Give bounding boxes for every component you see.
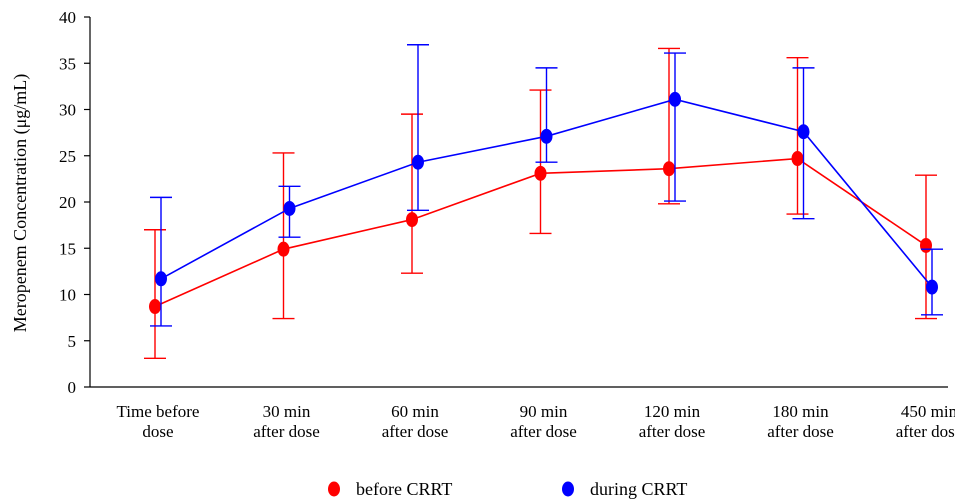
x-tick-label-line: 120 min — [644, 402, 701, 421]
series-2 — [150, 44, 943, 327]
x-tick-label-line: 450 min — [901, 402, 955, 421]
x-tick-label-line: 60 min — [391, 402, 439, 421]
data-point — [797, 124, 810, 140]
data-point — [149, 299, 161, 315]
data-point — [534, 165, 547, 181]
x-tick-label-line: 90 min — [520, 402, 568, 421]
data-point — [540, 128, 553, 144]
legend-label: before CRRT — [356, 479, 452, 499]
x-tick-label: 30 min after dose — [253, 402, 320, 441]
x-tick-label-line: after dose — [767, 422, 834, 441]
x-tick-label: 120 min after dose — [639, 402, 706, 441]
series-1 — [144, 47, 937, 360]
legend-label: during CRRT — [590, 479, 687, 499]
legend: before CRRT during CRRT — [328, 479, 687, 499]
data-point — [155, 271, 167, 287]
x-tick-label-line: after dose — [639, 422, 706, 441]
data-point — [406, 212, 418, 228]
data-point — [920, 237, 932, 253]
y-tick-label: 5 — [68, 332, 77, 351]
data-point — [277, 241, 290, 257]
x-tick-label: 90 min after dose — [510, 402, 577, 441]
x-tick-label-line: after dose — [382, 422, 449, 441]
y-tick-label: 35 — [59, 54, 76, 73]
x-tick-label: 60 min after dose — [382, 402, 449, 441]
y-tick-label: 15 — [59, 239, 76, 258]
y-tick-label: 25 — [59, 147, 76, 166]
data-point — [926, 279, 938, 295]
legend-marker — [562, 481, 574, 497]
data-point — [791, 151, 804, 167]
x-tick-label: 180 min after dose — [767, 402, 834, 441]
x-tick-label-line: after dose — [253, 422, 320, 441]
x-tick-label-line: after dose — [510, 422, 577, 441]
y-tick-label: 30 — [59, 101, 76, 120]
data-point — [283, 200, 296, 216]
x-tick-label-line: 180 min — [772, 402, 829, 421]
data-point — [663, 161, 675, 177]
y-tick-label: 0 — [68, 378, 77, 397]
x-tick-label-line: after dose — [896, 422, 955, 441]
x-tick-label-line: dose — [142, 422, 173, 441]
x-tick-label-line: 30 min — [263, 402, 311, 421]
x-tick-label-line: Time before — [117, 402, 200, 421]
data-point — [669, 91, 681, 107]
legend-marker — [328, 481, 340, 497]
y-tick-label: 40 — [59, 8, 76, 27]
y-tick-label: 10 — [59, 286, 76, 305]
y-tick-label: 20 — [59, 193, 76, 212]
data-point — [412, 154, 424, 170]
y-axis-label: Meropenem Concentration (μg/mL) — [10, 74, 31, 333]
series-layer — [144, 44, 943, 360]
x-tick-label: Time before dose — [117, 402, 200, 441]
